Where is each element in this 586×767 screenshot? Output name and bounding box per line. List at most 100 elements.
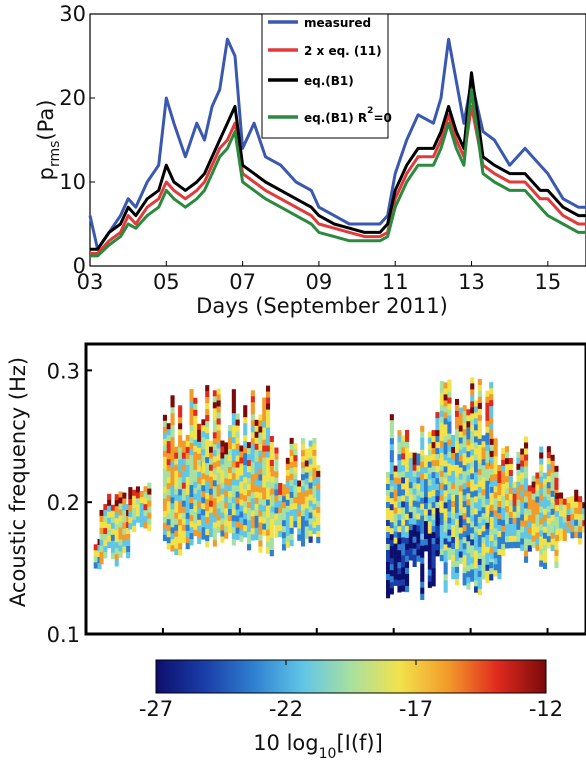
heatmap-cell	[462, 465, 467, 472]
heatmap-cell	[205, 427, 210, 434]
heatmap-cell	[447, 463, 452, 470]
heatmap-cell	[455, 446, 460, 454]
heatmap-cell	[231, 401, 236, 408]
heatmap-cell	[435, 436, 440, 443]
heatmap-cell	[420, 557, 425, 564]
heatmap-cell	[258, 534, 263, 541]
heatmap-cell	[114, 512, 119, 519]
heatmap-cell	[193, 469, 198, 477]
heatmap-cell	[308, 440, 313, 447]
heatmap-cell	[205, 391, 210, 398]
heatmap-cell	[405, 585, 410, 593]
heatmap-cell	[439, 500, 444, 508]
heatmap-cell	[582, 514, 586, 521]
heatmap-cell	[107, 523, 112, 531]
heatmap-cell	[543, 496, 548, 503]
heatmap-cell	[435, 454, 440, 461]
heatmap-cell	[466, 421, 471, 428]
heatmap-cell	[114, 524, 119, 531]
heatmap-cell	[143, 492, 148, 499]
heatmap-cell	[254, 473, 259, 481]
heatmap-cell	[397, 436, 402, 443]
heatmap-cell	[193, 493, 198, 501]
heatmap-cell	[166, 435, 171, 442]
heatmap-cell	[178, 525, 183, 532]
heatmap-cell	[497, 471, 502, 478]
heatmap-cell	[170, 473, 175, 480]
heatmap-cell	[489, 504, 494, 512]
heatmap-cell	[197, 513, 202, 521]
heatmap-cell	[412, 536, 417, 543]
heatmap-cell	[170, 419, 175, 426]
heatmap-cell	[205, 463, 210, 470]
heatmap-cell	[312, 509, 317, 517]
heatmap-cell	[212, 462, 217, 469]
heatmap-cell	[466, 535, 471, 542]
heatmap-cell	[132, 489, 137, 497]
heatmap-cell	[243, 489, 248, 496]
heatmap-cell	[489, 516, 494, 524]
heatmap-cell	[493, 546, 498, 553]
heatmap-cell	[481, 459, 486, 466]
line-series-group	[88, 37, 586, 258]
heatmap-cell	[304, 520, 309, 527]
heatmap-cell	[474, 520, 479, 527]
heatmap-cell	[408, 476, 413, 483]
heatmap-cell	[508, 518, 513, 525]
heatmap-cell	[524, 478, 529, 485]
heatmap-cell	[266, 529, 271, 536]
heatmap-cell	[220, 530, 225, 537]
heatmap-cell	[166, 507, 171, 514]
heatmap-cell	[477, 534, 482, 542]
heatmap-cell	[462, 423, 467, 430]
heatmap-cell	[405, 537, 410, 545]
heatmap-cell	[247, 508, 252, 515]
heatmap-cell	[455, 488, 460, 496]
heatmap-cell	[258, 426, 263, 433]
heatmap-cell	[435, 508, 440, 515]
heatmap-cell	[212, 474, 217, 481]
y-tick-label: 20	[59, 86, 86, 110]
heatmap-cell	[209, 500, 214, 507]
heatmap-cell	[439, 452, 444, 460]
heatmap-cell	[308, 518, 313, 525]
heatmap-cell	[497, 525, 502, 532]
heatmap-cell	[531, 493, 536, 500]
colorbar-tick-label: -27	[139, 697, 173, 721]
heatmap-cell	[220, 518, 225, 525]
heatmap-cell	[386, 532, 391, 539]
heatmap-cell	[389, 552, 394, 559]
heatmap-cell	[389, 444, 394, 451]
heatmap-cell	[546, 470, 551, 477]
heatmap-cell	[539, 452, 544, 459]
heatmap-cell	[239, 469, 244, 476]
heatmap-cell	[266, 487, 271, 494]
heatmap-cell	[485, 414, 490, 422]
heatmap-cell	[508, 494, 513, 501]
heatmap-cell	[451, 465, 456, 472]
heatmap-cell	[181, 506, 186, 513]
heatmap-cell	[135, 486, 140, 493]
heatmap-cell	[170, 479, 175, 486]
heatmap-cell	[412, 560, 417, 567]
heatmap-cell	[205, 517, 210, 524]
heatmap-cell	[477, 390, 482, 398]
heatmap-cell	[439, 512, 444, 520]
heatmap-cell	[481, 567, 486, 574]
x-tick-label: 09	[306, 270, 333, 294]
heatmap-cell	[147, 518, 152, 525]
heatmap-cell	[516, 475, 521, 483]
heatmap-cell	[516, 463, 521, 471]
heatmap-cell	[110, 540, 115, 548]
heatmap-cell	[489, 498, 494, 506]
heatmap-cell	[474, 406, 479, 413]
heatmap-cell	[516, 511, 521, 519]
heatmap-cell	[408, 488, 413, 495]
heatmap-cell	[462, 531, 467, 538]
heatmap-cell	[458, 557, 463, 564]
heatmap-cell	[458, 431, 463, 438]
heatmap-cell	[405, 429, 410, 437]
heatmap-cell	[170, 467, 175, 474]
x-axis-label: Days (September 2011)	[196, 294, 448, 318]
heatmap-cell	[209, 530, 214, 537]
